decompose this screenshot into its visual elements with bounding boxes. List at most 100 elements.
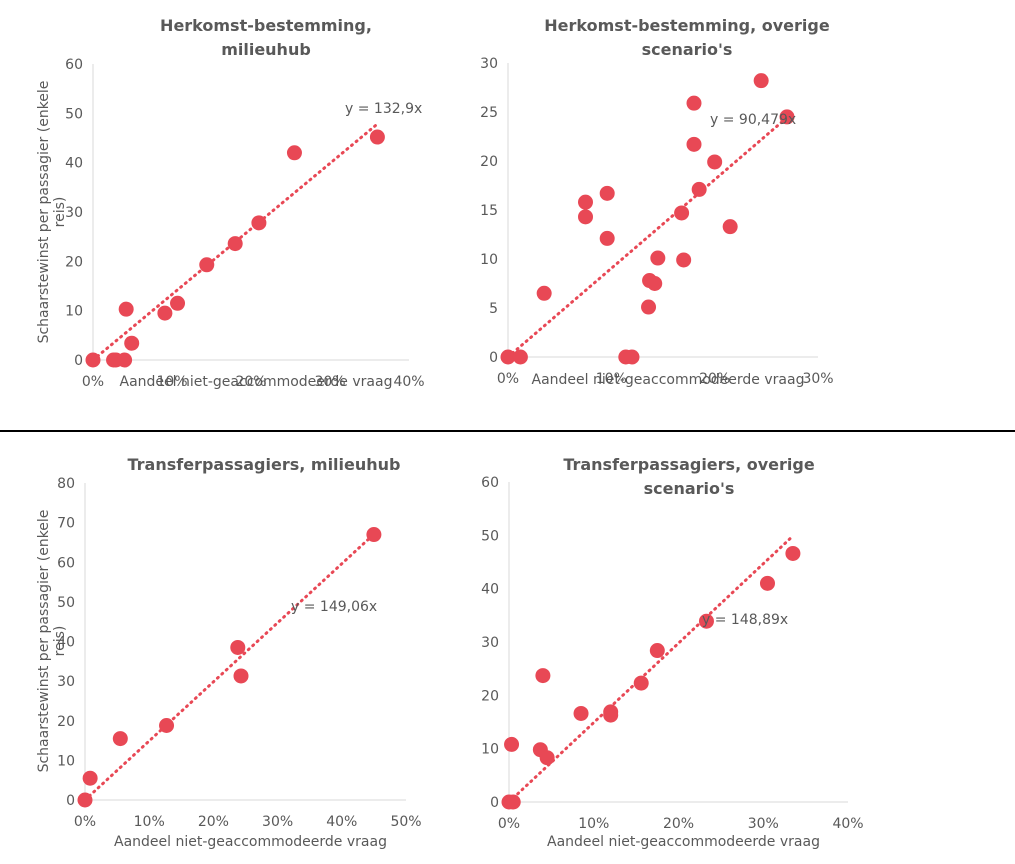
x-tick-label: 0% <box>498 816 520 832</box>
x-tick-label: 20% <box>235 374 266 390</box>
x-tick-label: 0% <box>82 374 104 390</box>
y-tick-label: 20 <box>480 154 498 170</box>
data-point <box>366 527 382 543</box>
x-tick-label: 40% <box>326 814 357 830</box>
y-tick-label: 10 <box>65 304 83 320</box>
data-point <box>157 305 173 321</box>
y-tick-label: 60 <box>481 475 499 491</box>
trendline <box>506 116 789 359</box>
y-tick-label: 30 <box>480 56 498 72</box>
data-point <box>676 252 692 268</box>
x-axis-label: Aandeel niet-geaccommodeerde vraag <box>114 834 387 850</box>
trendline-equation: y = 90,479x <box>710 112 796 128</box>
y-tick-label: 20 <box>57 714 75 730</box>
y-tick-label: 0 <box>74 353 83 369</box>
data-point <box>641 299 657 315</box>
data-point <box>578 194 593 210</box>
y-tick-label: 80 <box>57 476 75 492</box>
data-point <box>785 545 801 561</box>
y-tick-label: 50 <box>57 595 75 611</box>
chart-title: Herkomst-bestemming, <box>160 16 372 35</box>
data-point <box>624 349 640 365</box>
x-tick-label: 20% <box>663 816 694 832</box>
data-point <box>230 639 246 655</box>
y-tick-label: 70 <box>57 516 75 532</box>
data-point <box>691 181 707 197</box>
x-tick-label: 10% <box>596 371 627 387</box>
x-tick-label: 20% <box>699 371 730 387</box>
data-point <box>599 230 615 246</box>
data-point <box>536 285 552 301</box>
x-axis-label: Aandeel niet-geaccommodeerde vraag <box>532 372 805 388</box>
y-tick-label: 5 <box>489 301 498 317</box>
x-tick-label: 50% <box>390 814 421 830</box>
data-point <box>603 707 619 723</box>
data-point <box>674 205 690 221</box>
y-axis-label-line: reis) <box>52 197 68 228</box>
data-point <box>85 352 101 368</box>
trendline-equation: y = 148,89x <box>702 612 788 628</box>
x-tick-label: 40% <box>832 816 863 832</box>
chart-panel-4: Transferpassagiers, overige scenario's 0 10… <box>481 455 863 850</box>
y-tick-label: 15 <box>480 203 498 219</box>
chart-title: Herkomst-bestemming, overige <box>544 16 830 35</box>
chart-panel-3: Transferpassagiers, milieuhub 0 10 20 30 40 50… <box>36 455 422 850</box>
x-tick-label: 10% <box>578 816 609 832</box>
chart-title: Transferpassagiers, milieuhub <box>127 455 400 474</box>
y-tick-label: 20 <box>65 254 83 270</box>
x-tick-label: 10% <box>134 814 165 830</box>
chart-title: scenario's <box>644 479 735 498</box>
y-tick-label: 30 <box>57 674 75 690</box>
y-tick-label: 40 <box>65 156 83 172</box>
data-point <box>286 145 302 161</box>
data-point <box>369 129 385 145</box>
x-tick-label: 30% <box>748 816 779 832</box>
y-axis-label-line: Schaarstewinst per passagier (enkele <box>36 510 52 773</box>
y-axis-label: Schaarstewinst per passagier (enkele reis… <box>36 510 68 773</box>
data-point <box>686 95 702 111</box>
data-point <box>504 736 520 752</box>
y-tick-label: 50 <box>481 528 499 544</box>
data-point <box>599 185 615 201</box>
data-point <box>722 219 738 235</box>
chart-panel-1: Herkomst-bestemming, milieuhub 0 10 20 30 40 50… <box>36 16 425 390</box>
data-point <box>686 136 702 152</box>
data-point <box>512 349 528 365</box>
y-tick-label: 30 <box>481 635 499 651</box>
data-point <box>650 250 666 266</box>
data-point <box>535 668 551 684</box>
y-axis-label: Schaarstewinst per passagier (enkele reis… <box>36 81 68 344</box>
x-tick-label: 30% <box>802 371 833 387</box>
y-tick-label: 60 <box>57 555 75 571</box>
y-tick-label: 60 <box>65 57 83 73</box>
y-tick-label: 0 <box>490 795 499 811</box>
y-tick-label: 10 <box>57 753 75 769</box>
x-tick-label: 0% <box>497 371 519 387</box>
data-point <box>647 276 663 291</box>
chart-title: scenario's <box>642 40 733 59</box>
chart-title: milieuhub <box>221 40 311 59</box>
data-point <box>233 668 249 684</box>
data-point <box>539 750 555 766</box>
y-tick-label: 10 <box>481 742 499 758</box>
y-axis-label-line: Schaarstewinst per passagier (enkele <box>36 81 52 344</box>
y-tick-label: 50 <box>65 106 83 122</box>
x-tick-label: 30% <box>262 814 293 830</box>
data-point <box>633 675 649 691</box>
data-point <box>573 705 589 721</box>
trendline <box>83 532 376 802</box>
x-tick-label: 10% <box>156 374 187 390</box>
trendline-equation: y = 149,06x <box>291 599 377 615</box>
y-axis-label-line: reis) <box>52 626 68 657</box>
data-point <box>759 575 775 591</box>
data-point <box>707 154 723 170</box>
x-tick-label: 40% <box>393 374 424 390</box>
y-tick-label: 20 <box>481 688 499 704</box>
x-axis-label: Aandeel niet-geaccommodeerde vraag <box>547 834 820 850</box>
y-tick-label: 25 <box>480 105 498 121</box>
chart-panel-2: Herkomst-bestemming, overige scenario's 0 5… <box>480 16 833 388</box>
trendline-equation: y = 132,9x <box>345 101 422 117</box>
x-tick-label: 0% <box>74 814 96 830</box>
data-point <box>77 792 93 808</box>
